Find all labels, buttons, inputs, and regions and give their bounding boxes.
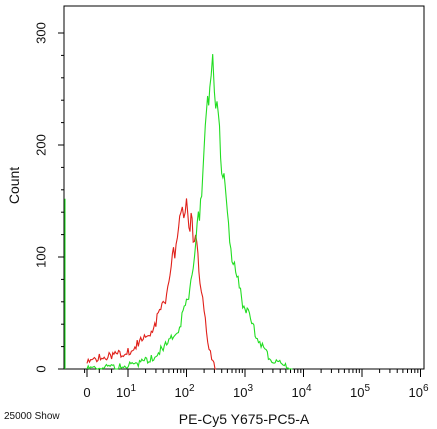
series-line-1 [86, 198, 217, 370]
event-count-note: 25000 Show [4, 411, 60, 422]
series-group [64, 54, 293, 370]
y-tick-label: 200 [33, 134, 48, 156]
y-tick-label: 300 [33, 22, 48, 44]
axes-group: 0 100 200 300 0 101 102 103 104 105 106 [33, 5, 429, 400]
x-tick-label: 0 [83, 385, 90, 400]
series-line-2 [86, 54, 293, 370]
y-axis-title: Count [6, 167, 22, 204]
x-tick-label: 103 [233, 383, 253, 400]
plot-frame [63, 5, 425, 370]
x-tick-label: 102 [174, 383, 194, 400]
x-tick-label: 106 [408, 383, 428, 400]
x-tick-label: 104 [291, 383, 311, 400]
y-tick-label: 100 [33, 246, 48, 268]
x-axis-title: PE-Cy5 Y675-PC5-A [179, 411, 310, 427]
x-tick-label: 101 [116, 383, 136, 400]
y-tick-label: 0 [33, 365, 48, 372]
x-tick-label: 105 [350, 383, 370, 400]
